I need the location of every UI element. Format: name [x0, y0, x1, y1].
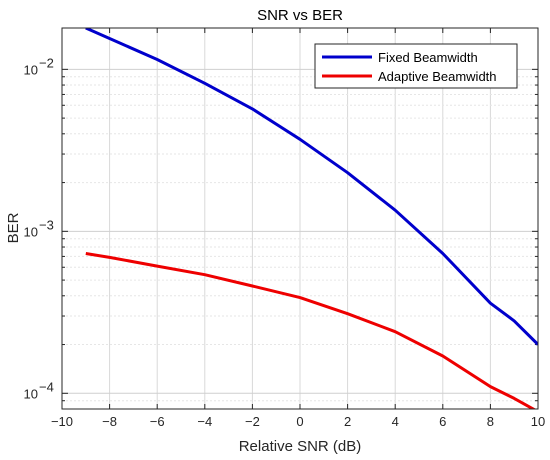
legend: Fixed Beamwidth Adaptive Beamwidth — [314, 43, 518, 89]
y-tick-label-exponent: −3 — [39, 217, 54, 232]
series-line-adaptive-beamwidth — [85, 252, 537, 409]
legend-label: Fixed Beamwidth — [378, 50, 478, 65]
x-tick-label: 2 — [344, 414, 351, 429]
plot-frame — [61, 27, 539, 410]
y-tick-label: 10 — [24, 62, 38, 77]
y-tick-label-exponent: −4 — [39, 379, 54, 394]
series-line-fixed-beamwidth — [85, 28, 538, 346]
x-tick-label: 4 — [392, 414, 399, 429]
legend-box — [314, 43, 518, 89]
y-tick-label: 10 — [24, 386, 38, 401]
x-axis-label: Relative SNR (dB) — [239, 438, 362, 455]
y-tick-label-base: 10 — [24, 386, 38, 401]
x-tick-label: −10 — [51, 414, 73, 429]
y-tick-label-exponent: −2 — [39, 55, 54, 70]
x-tick-label: 10 — [531, 414, 545, 429]
series-group — [85, 28, 538, 409]
y-tick-label-base: 10 — [24, 62, 38, 77]
x-tick-label: −2 — [245, 414, 260, 429]
x-tick-label: −4 — [197, 414, 212, 429]
x-tick-label: 8 — [487, 414, 494, 429]
x-tick-label: 0 — [296, 414, 303, 429]
x-tick-label: −8 — [102, 414, 117, 429]
y-axis-label: BER — [5, 212, 22, 243]
legend-label: Adaptive Beamwidth — [378, 69, 497, 84]
x-tick-label: −6 — [150, 414, 165, 429]
y-tick-label-base: 10 — [24, 224, 38, 239]
y-tick-label: 10 — [24, 224, 38, 239]
x-tick-label: 6 — [439, 414, 446, 429]
chart-title: SNR vs BER — [257, 7, 343, 24]
